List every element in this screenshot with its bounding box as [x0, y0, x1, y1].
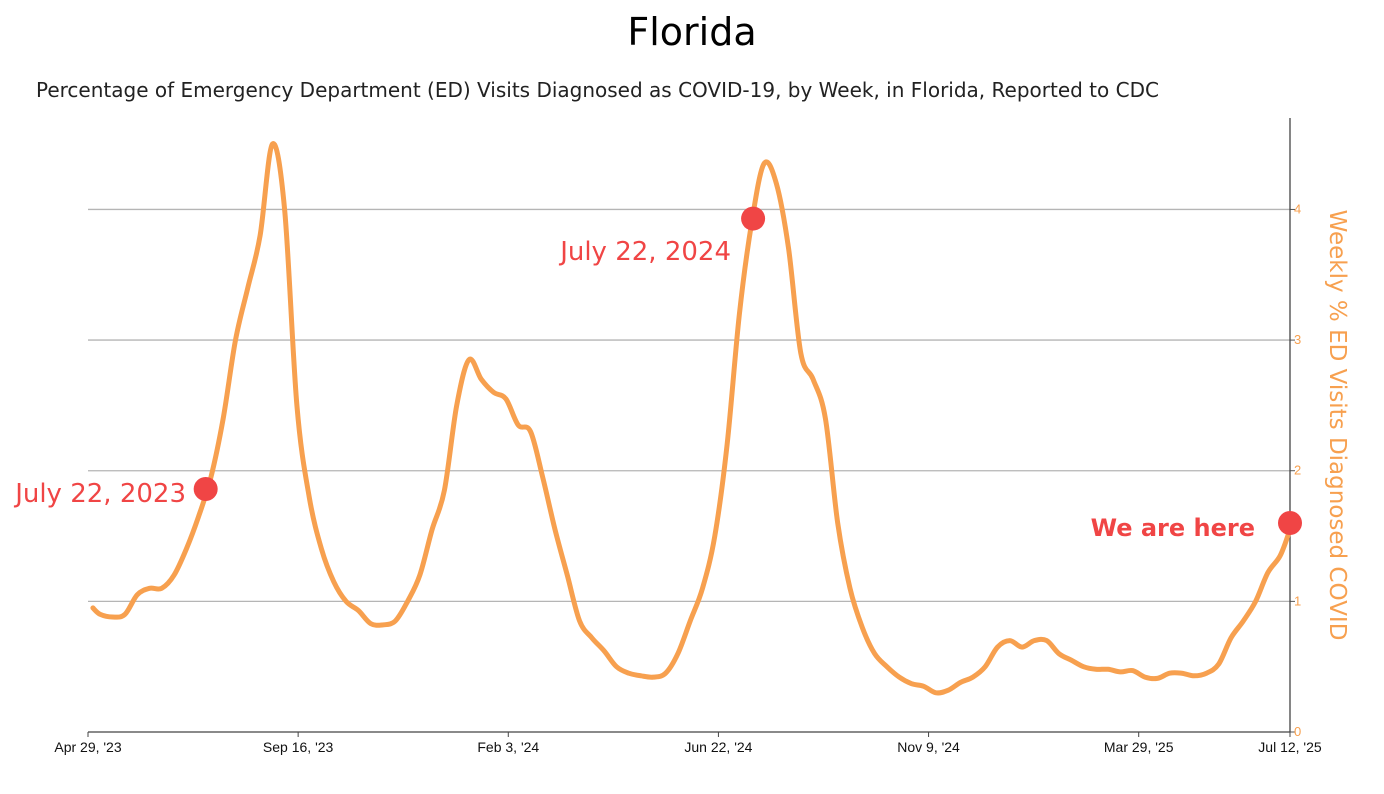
- y-tick-label: 0: [1294, 724, 1301, 739]
- x-tick-label: Sep 16, '23: [263, 739, 334, 755]
- x-tick-label: Feb 3, '24: [477, 739, 539, 755]
- x-tick-label: Jul 12, '25: [1258, 739, 1322, 755]
- axes: 0 1 2 3 4 Apr 29, '23 Sep 16, '23 Feb 3, '24 Jun…: [54, 118, 1322, 755]
- annotation-marker: [741, 206, 766, 231]
- x-tick-label: Mar 29, '25: [1104, 739, 1174, 755]
- y-tick-label: 2: [1294, 463, 1301, 478]
- gridlines: [88, 208, 1290, 603]
- annotation-label: July 22, 2024: [558, 237, 731, 267]
- annotation-marker: [193, 477, 218, 502]
- y-tick-label: 3: [1294, 332, 1301, 347]
- x-tick-label: Apr 29, '23: [54, 739, 121, 755]
- y-axis-label: Weekly % ED Visits Diagnosed COVID: [1324, 210, 1350, 641]
- annotation-marker: [1278, 510, 1302, 535]
- x-tick-label: Nov 9, '24: [897, 739, 960, 755]
- y-tick-label: 1: [1294, 593, 1301, 608]
- annotations: July 22, 2023 July 22, 2024 We are here: [13, 206, 1302, 542]
- series: [90, 141, 1293, 696]
- y-tick-label: 4: [1294, 201, 1301, 216]
- annotation-label: We are here: [1091, 514, 1255, 542]
- chart-title: Florida: [627, 10, 757, 54]
- annotation-label: July 22, 2023: [13, 479, 186, 509]
- x-tick-label: Jun 22, '24: [684, 739, 752, 755]
- chart-subtitle: Percentage of Emergency Department (ED) …: [36, 78, 1159, 102]
- series-line-florida: [90, 141, 1293, 696]
